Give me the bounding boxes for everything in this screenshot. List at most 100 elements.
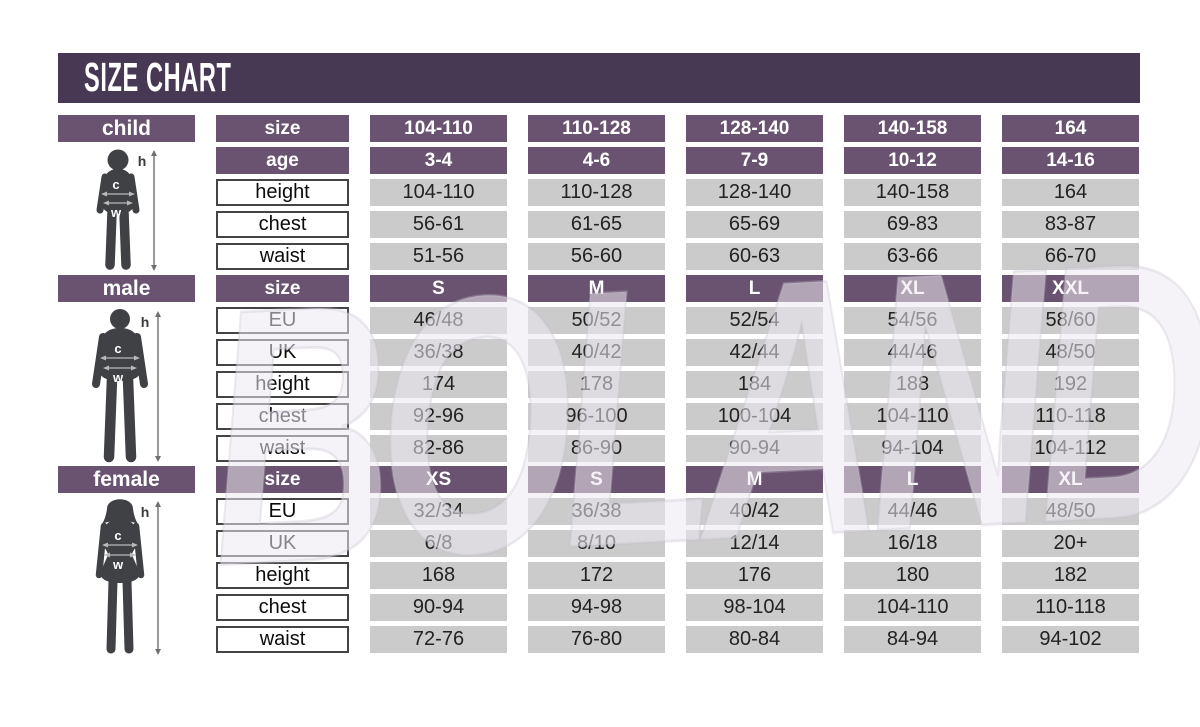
value-cell: 48/50 [1002, 339, 1139, 366]
row-label-chest: chest [216, 594, 349, 621]
female-size-table: female size XS S M L XL EU 32/34 36/38 40/42 44/46 4… [58, 466, 1139, 653]
value-cell: 128-140 [686, 179, 823, 206]
value-cell: 86-90 [528, 435, 665, 462]
section-label-male: male [58, 275, 195, 302]
child-section: child size 104-110 110-128 128-140 140-158 164… [58, 115, 1139, 271]
value-cell: XXL [1002, 275, 1139, 302]
value-cell: 110-118 [1002, 594, 1139, 621]
value-cell: 50/52 [528, 307, 665, 334]
value-cell: 83-87 [1002, 211, 1139, 238]
value-cell: 3-4 [370, 147, 507, 174]
value-cell: 110-128 [528, 115, 665, 142]
value-cell: 48/50 [1002, 498, 1139, 525]
value-cell: 4-6 [528, 147, 665, 174]
value-cell: 176 [686, 562, 823, 589]
value-cell: 96-100 [528, 403, 665, 430]
value-cell: 61-65 [528, 211, 665, 238]
row-label-age: age [216, 147, 349, 174]
value-cell: XS [370, 466, 507, 493]
child-size-table: child size 104-110 110-128 128-140 140-158 164… [58, 115, 1139, 270]
value-cell: 69-83 [844, 211, 981, 238]
value-cell: 100-104 [686, 403, 823, 430]
value-cell: 80-84 [686, 626, 823, 653]
value-cell: 10-12 [844, 147, 981, 174]
value-cell: 14-16 [1002, 147, 1139, 174]
value-cell: 94-102 [1002, 626, 1139, 653]
value-cell: 52/54 [686, 307, 823, 334]
value-cell: 104-110 [844, 594, 981, 621]
section-label-female: female [58, 466, 195, 493]
value-cell: 94-98 [528, 594, 665, 621]
value-cell: 174 [370, 371, 507, 398]
row-label-uk: UK [216, 339, 349, 366]
value-cell: 182 [1002, 562, 1139, 589]
page-title: SIZE CHART [84, 54, 232, 101]
value-cell: 188 [844, 371, 981, 398]
section-label-child: child [58, 115, 195, 142]
value-cell: 98-104 [686, 594, 823, 621]
value-cell: M [686, 466, 823, 493]
value-cell: 36/38 [370, 339, 507, 366]
value-cell: 164 [1002, 179, 1139, 206]
value-cell: S [528, 466, 665, 493]
value-cell: 12/14 [686, 530, 823, 557]
value-cell: 44/46 [844, 339, 981, 366]
value-cell: 82-86 [370, 435, 507, 462]
value-cell: 16/18 [844, 530, 981, 557]
value-cell: 92-96 [370, 403, 507, 430]
title-bar: SIZE CHART [58, 53, 1140, 103]
row-label-eu: EU [216, 307, 349, 334]
value-cell: 20+ [1002, 530, 1139, 557]
row-label-height: height [216, 179, 349, 206]
value-cell: 58/60 [1002, 307, 1139, 334]
value-cell: 54/56 [844, 307, 981, 334]
value-cell: 72-76 [370, 626, 507, 653]
value-cell: 104-110 [370, 115, 507, 142]
value-cell: 42/44 [686, 339, 823, 366]
value-cell: L [686, 275, 823, 302]
value-cell: 7-9 [686, 147, 823, 174]
value-cell: 76-80 [528, 626, 665, 653]
value-cell: 84-94 [844, 626, 981, 653]
value-cell: 40/42 [686, 498, 823, 525]
value-cell: 128-140 [686, 115, 823, 142]
row-label-chest: chest [216, 403, 349, 430]
female-section: female size XS S M L XL EU 32/34 36/38 40/42 44/46 4… [58, 466, 1139, 655]
value-cell: S [370, 275, 507, 302]
value-cell: 66-70 [1002, 243, 1139, 270]
value-cell: 60-63 [686, 243, 823, 270]
value-cell: 6/8 [370, 530, 507, 557]
row-label-waist: waist [216, 243, 349, 270]
value-cell: 51-56 [370, 243, 507, 270]
value-cell: 180 [844, 562, 981, 589]
row-label-size: size [216, 115, 349, 142]
value-cell: 104-112 [1002, 435, 1139, 462]
value-cell: 94-104 [844, 435, 981, 462]
value-cell: 36/38 [528, 498, 665, 525]
value-cell: 140-158 [844, 115, 981, 142]
value-cell: 140-158 [844, 179, 981, 206]
row-label-eu: EU [216, 498, 349, 525]
value-cell: L [844, 466, 981, 493]
value-cell: M [528, 275, 665, 302]
value-cell: XL [1002, 466, 1139, 493]
male-size-table: male size S M L XL XXL EU 46/48 50/52 52/54 54/56 58… [58, 275, 1139, 462]
row-label-height: height [216, 371, 349, 398]
row-label-size: size [216, 466, 349, 493]
row-label-size: size [216, 275, 349, 302]
value-cell: 56-60 [528, 243, 665, 270]
value-cell: 32/34 [370, 498, 507, 525]
value-cell: 178 [528, 371, 665, 398]
value-cell: 65-69 [686, 211, 823, 238]
male-section: male size S M L XL XXL EU 46/48 50/52 52/54 54/56 58… [58, 275, 1139, 463]
value-cell: 63-66 [844, 243, 981, 270]
row-label-waist: waist [216, 626, 349, 653]
value-cell: 184 [686, 371, 823, 398]
value-cell: 110-128 [528, 179, 665, 206]
value-cell: 172 [528, 562, 665, 589]
row-label-height: height [216, 562, 349, 589]
value-cell: 168 [370, 562, 507, 589]
value-cell: 104-110 [370, 179, 507, 206]
value-cell: 8/10 [528, 530, 665, 557]
